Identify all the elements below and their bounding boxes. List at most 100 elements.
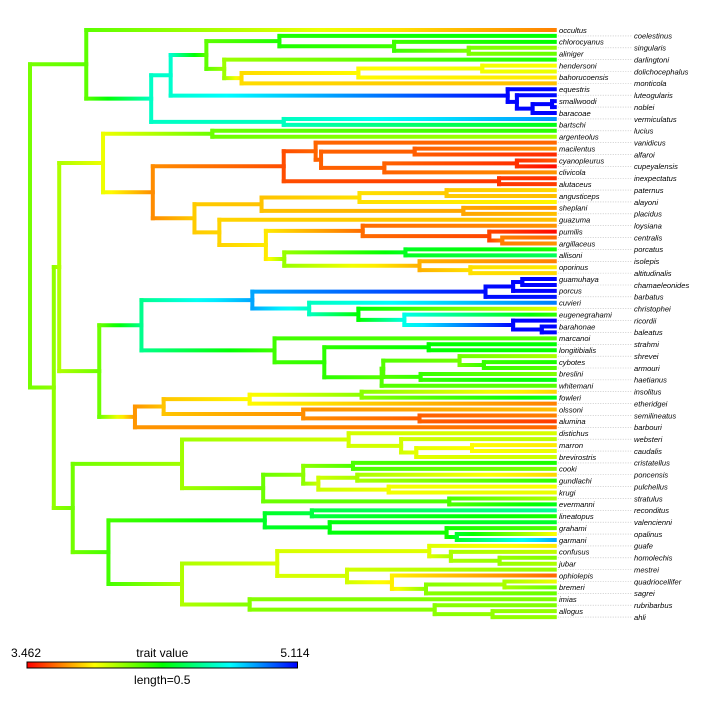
tip-label: macilentus [559, 144, 595, 153]
tip-label: marcanoi [559, 334, 591, 343]
tip-label: armouri [634, 364, 660, 373]
tip-label: caudalis [634, 447, 662, 456]
tip-label: sheplani [559, 204, 588, 213]
tip-label: guazuma [559, 216, 590, 225]
legend-min-label: 3.462 [11, 646, 41, 660]
tip-label: argillaceus [559, 239, 596, 248]
tip-label: centralis [634, 233, 662, 242]
tip-label: evermanni [559, 500, 595, 509]
tip-label: smallwoodi [559, 97, 597, 106]
tip-label: quadriocellifer [634, 577, 682, 586]
tip-label: distichus [559, 429, 589, 438]
tip-label: barahonae [559, 322, 595, 331]
tip-label: fowleri [559, 393, 581, 402]
tip-label: allisoni [559, 251, 583, 260]
tip-label: baracoae [559, 109, 591, 118]
tip-label: clivicola [559, 168, 586, 177]
tip-label: hendersoni [559, 61, 597, 70]
tip-label: chlorocyanus [559, 38, 604, 47]
legend-length-label: length=0.5 [134, 673, 191, 687]
tip-label: gundlachi [559, 476, 592, 485]
tip-label: grahami [559, 524, 587, 533]
tip-label: barbatus [634, 293, 664, 302]
tip-label: ricordii [634, 316, 657, 325]
tip-label: jubar [558, 560, 576, 569]
tip-label: longitibialis [559, 346, 596, 355]
tip-label: darlingtoni [634, 55, 669, 64]
tip-label: alumina [559, 417, 586, 426]
tip-label: insolitus [634, 388, 662, 397]
legend-max-label: 5.114 [280, 646, 309, 660]
tip-label: aliniger [559, 50, 584, 59]
tip-label: alutaceus [559, 180, 592, 189]
tip-label: valencienni [634, 518, 672, 527]
tip-label: stratulus [634, 494, 663, 503]
tip-label: alayoni [634, 198, 658, 207]
tip-label: whitemani [559, 382, 593, 391]
tip-label: garmani [559, 536, 587, 545]
tip-label: altitudinalis [634, 269, 672, 278]
tip-label: angusticeps [559, 192, 600, 201]
tip-label: ahli [634, 613, 646, 622]
tip-label: lineatopus [559, 512, 594, 521]
tip-label: noblei [634, 103, 655, 112]
tip-label: bremeri [559, 583, 585, 592]
tip-labels: occultus coelestinus chlorocyanus singulari… [558, 26, 690, 622]
tip-label: cybotes [559, 358, 585, 367]
tip-label: mestrei [634, 565, 659, 574]
tip-label: vermiculatus [634, 115, 677, 124]
tip-label: bahorucoensis [559, 73, 609, 82]
tip-label: cupeyalensis [634, 162, 678, 171]
tip-label: cristatellus [634, 459, 670, 468]
tip-label: reconditus [634, 506, 669, 515]
tip-label: krugi [559, 488, 576, 497]
tip-label: brevirostris [559, 453, 596, 462]
tip-label: websteri [634, 435, 663, 444]
tip-label: haetianus [634, 376, 667, 385]
tip-label: etheridgei [634, 399, 668, 408]
tip-label: guafe [634, 542, 653, 551]
tip-label: pumilis [558, 227, 583, 236]
tree-branches [28, 28, 557, 620]
legend-title: trait value [136, 646, 188, 660]
tip-label: rubribarbus [634, 601, 673, 610]
tip-label: occultus [559, 26, 587, 35]
tip-label: baleatus [634, 328, 663, 337]
tip-label: argenteolus [559, 133, 599, 142]
tip-label: alfaroi [634, 150, 655, 159]
tip-label: porcatus [633, 245, 663, 254]
tip-label: porcus [558, 287, 582, 296]
tip-label: placidus [633, 210, 662, 219]
tip-label: cyanopleurus [559, 156, 604, 165]
tip-label: eugenegrahami [559, 310, 612, 319]
tip-label: coelestinus [634, 32, 672, 41]
tip-label: imias [559, 595, 577, 604]
tip-label: olssoni [559, 405, 583, 414]
tip-label: pulchellus [633, 482, 668, 491]
tip-label: equestris [559, 85, 590, 94]
tip-label: homolechis [634, 554, 673, 563]
tip-label: isolepis [634, 257, 660, 266]
tip-label: oporinus [559, 263, 588, 272]
tip-label: breslini [559, 370, 583, 379]
color-scale-bar [26, 661, 298, 669]
tip-label: paternus [633, 186, 664, 195]
tip-label: singularis [634, 44, 666, 53]
tip-label: bartschi [559, 121, 586, 130]
tip-label: barbouri [634, 423, 662, 432]
tip-label: guamuhaya [559, 275, 599, 284]
tip-label: dolichocephalus [634, 67, 689, 76]
tip-label: cuvieri [559, 299, 581, 308]
tip-label: opalinus [634, 530, 662, 539]
tip-label: marron [559, 441, 583, 450]
tip-label: christophei [634, 305, 671, 314]
tip-label: lucius [634, 127, 654, 136]
tip-label: ophiolepis [559, 571, 593, 580]
tip-label: allogus [559, 607, 583, 616]
tip-label: sagrei [634, 589, 655, 598]
tip-label: cooki [559, 465, 577, 474]
tip-label: vanidicus [634, 138, 666, 147]
tip-label: chamaeleonides [634, 281, 690, 290]
